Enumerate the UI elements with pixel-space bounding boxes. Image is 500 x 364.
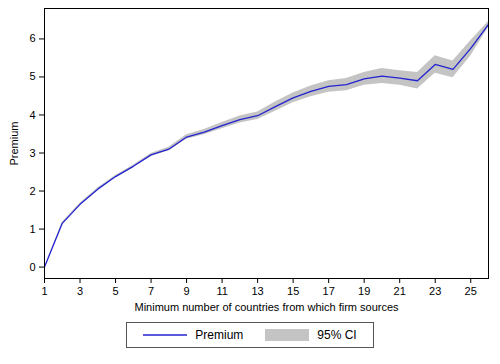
svg-text:7: 7 [148,285,154,297]
svg-text:3: 3 [77,285,83,297]
html-text:95% CI: 95% CI [317,328,357,342]
svg-text:9: 9 [184,285,190,297]
svg-text:Premium: Premium [8,121,20,165]
svg-text:19: 19 [358,285,370,297]
svg-text:13: 13 [251,285,263,297]
svg-text:6: 6 [29,32,35,44]
svg-text:1: 1 [41,285,47,297]
svg-text:1: 1 [29,223,35,235]
svg-text:21: 21 [394,285,406,297]
svg-text:2: 2 [29,185,35,197]
svg-text:17: 17 [323,285,335,297]
svg-text:25: 25 [465,285,477,297]
svg-text:5: 5 [29,70,35,82]
svg-text:5: 5 [112,285,118,297]
svg-text:15: 15 [287,285,299,297]
svg-text:Minimum number of countries fr: Minimum number of countries from which f… [134,301,399,313]
svg-text:11: 11 [216,285,227,297]
svg-text:3: 3 [29,147,35,159]
html-text:Premium: Premium [195,328,244,342]
svg-text:23: 23 [429,285,441,297]
svg-text:4: 4 [29,108,35,120]
svg-text:0: 0 [29,261,35,273]
